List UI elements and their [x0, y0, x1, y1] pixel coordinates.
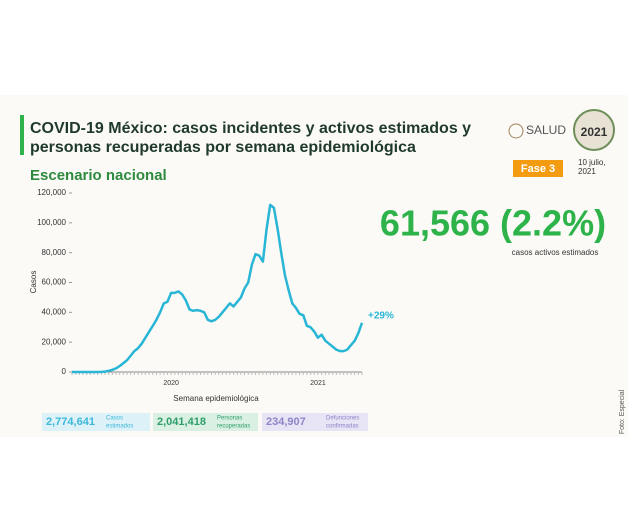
- summary-box: [42, 413, 150, 431]
- y-tick-label: 80,000: [42, 248, 67, 257]
- title: personas recuperadas por semana epidemio…: [30, 139, 416, 156]
- summary-value: 2,774,641: [46, 416, 95, 428]
- y-tick-label: 120,000: [37, 188, 66, 197]
- phase: Fase 3: [521, 163, 555, 175]
- summary-label: Defunciones: [326, 416, 359, 422]
- phase-badge: [513, 160, 563, 177]
- y-tick-label: 40,000: [42, 307, 67, 316]
- summary-box: [153, 413, 258, 431]
- y-axis-label: Casos: [29, 271, 38, 294]
- x-tick-label: 2020: [163, 380, 179, 387]
- logo-year: 2021: [581, 125, 608, 139]
- title: COVID-19 México: casos incidentes y acti…: [30, 120, 471, 137]
- logo-icon: [508, 123, 524, 139]
- logo-2021: [573, 109, 615, 151]
- summary-label: estimados: [106, 424, 133, 430]
- x-axis-label: Semana epidemiológica: [173, 394, 259, 403]
- slide-bg: [0, 95, 628, 437]
- highlight-caption: casos activos estimados: [512, 248, 599, 257]
- summary-value: 234,907: [266, 416, 306, 428]
- y-tick-label: 20,000: [42, 337, 67, 346]
- highlight-value: 61,566 (2.2%): [380, 203, 606, 244]
- title-bar: [20, 115, 24, 155]
- summary-label: recuperadas: [217, 424, 250, 430]
- summary-label: Casos: [106, 416, 123, 422]
- y-tick-label: 0: [62, 367, 67, 376]
- summary-label: Personas: [217, 416, 242, 422]
- y-tick-label: 60,000: [42, 278, 67, 287]
- y-tick-label: 100,000: [37, 218, 66, 227]
- summary-box: [262, 413, 368, 431]
- date: 10 julio,: [578, 158, 606, 167]
- summary-label: confirmadas: [326, 424, 359, 430]
- logo-text: SALUD: [526, 123, 566, 137]
- subtitle: Escenario nacional: [30, 167, 167, 184]
- x-tick-label: 2021: [310, 380, 326, 387]
- summary-value: 2,041,418: [157, 416, 206, 428]
- date: 2021: [578, 167, 596, 176]
- credit: Foto: Especial: [619, 389, 626, 434]
- annotation: +29%: [368, 310, 394, 321]
- line: [72, 203, 364, 374]
